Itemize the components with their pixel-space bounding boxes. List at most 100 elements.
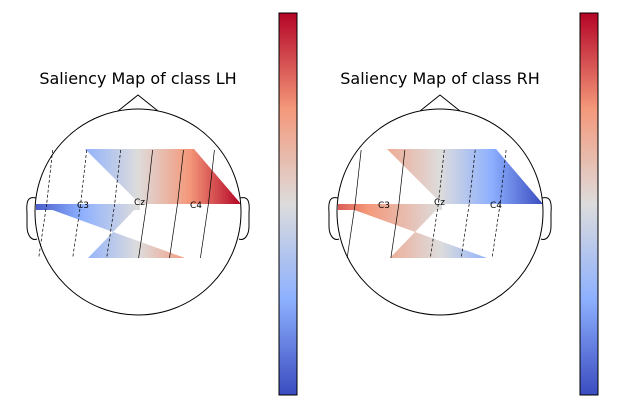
heat-cell [412,204,416,258]
heat-cell [504,149,508,204]
heat-cell [199,149,203,204]
heat-cell [384,204,388,210]
topomap-panel-lh: Saliency Map of class LH C3 Cz C4 [26,12,298,396]
contour-line [146,149,153,205]
contour-line [208,149,215,205]
heat-cell [155,149,159,204]
heat-cell [522,149,526,204]
heat-cell [436,204,440,210]
heat-cell [67,204,70,210]
heat-cell [405,204,408,210]
heat-cell [344,204,348,210]
heat-cell [462,149,466,204]
heat-cell [415,149,419,204]
heat-cell [459,149,463,204]
heat-cell [117,204,120,210]
heat-cell [107,204,110,210]
heat-cell [39,204,42,210]
heat-cell [112,204,115,210]
heat-cell [351,204,355,210]
saliency-contours [346,149,507,259]
heat-cell [136,204,139,210]
heat-cell [118,149,122,204]
heat-cell [124,149,128,204]
heat-cell [86,204,89,210]
heat-cell [498,149,502,204]
electrode-label: C4 [190,201,202,211]
heat-cell [395,204,398,210]
heat-cell [426,204,429,210]
contour-line [429,203,439,259]
head-nose [419,94,461,112]
heat-cell [390,204,393,210]
heat-cell [207,149,211,204]
heat-cell [119,204,122,210]
contour-line [177,149,184,205]
heat-cell [137,149,141,204]
heat-cell [204,149,208,204]
heat-cell [483,149,487,204]
heat-cell [120,204,124,210]
heat-cell [485,149,489,204]
heat-cell [53,204,56,210]
colorbar [278,12,298,396]
heat-cell [419,204,422,210]
heat-cell [424,204,427,210]
heat-cell [452,149,456,204]
heat-cell [144,149,148,204]
heat-cell [409,204,412,210]
heat-cell [176,149,180,204]
heat-cell [189,149,193,204]
heat-cell [478,149,482,204]
contour-line [200,203,209,259]
heat-cell [129,204,132,210]
electrode-label: C4 [490,201,502,211]
topomap-panel-rh: Saliency Map of class RH C3 Cz C4 [328,12,599,396]
heat-cell [386,204,389,210]
head-right-ear [238,197,250,240]
heat-cell [433,204,436,210]
heat-cell [475,149,479,204]
contour-line [398,149,406,205]
heat-cell [82,204,86,210]
heat-cell [228,149,232,204]
electrode-label: Cz [134,198,145,208]
saliency-contours [38,149,215,259]
heat-cell [423,149,427,204]
heat-cell [388,204,391,210]
heat-cell [537,149,541,204]
heat-cell [129,149,133,204]
heat-cell [131,204,134,210]
heat-cell [63,204,67,210]
head-outline [26,94,250,240]
heat-cell [383,204,386,210]
heat-cell [514,149,518,204]
head-left-ear [328,197,340,240]
heat-cell [364,204,367,210]
heat-cell [70,204,73,210]
heat-cell [446,149,450,204]
heat-cell [402,204,405,210]
heat-cell [49,204,53,210]
heat-cell [186,149,190,204]
heat-cell [196,149,200,204]
heat-cell [488,149,492,204]
heat-cell [403,204,407,210]
heat-cell [94,204,98,210]
heat-cell [62,204,65,210]
heat-cell [165,149,169,204]
heat-cell [506,149,510,204]
heat-cell [173,149,177,204]
heat-cell [374,204,377,210]
heat-cell [441,149,445,204]
heat-cell [420,149,424,204]
heat-cell [44,204,47,210]
heat-cell [418,149,422,204]
heat-cell [150,149,154,204]
heat-cell [133,204,136,210]
heat-cell [524,149,528,204]
heat-cell [346,204,349,210]
heat-cell [341,204,344,210]
heat-cell [48,204,51,210]
heat-cell [152,149,156,204]
